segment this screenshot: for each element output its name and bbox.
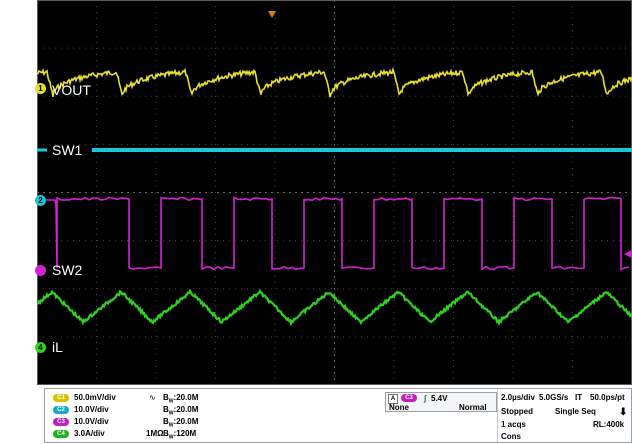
sequence-mode: Single Seq bbox=[555, 407, 596, 416]
trace-label-sw2: SW2 bbox=[52, 262, 83, 278]
channel-row-c1[interactable]: C1 50.0mV/div bbox=[53, 392, 116, 403]
trigger-level: 5.4V bbox=[431, 394, 448, 403]
channel-3-marker[interactable] bbox=[35, 265, 46, 276]
channel-scale-c1: 50.0mV/div bbox=[74, 393, 116, 402]
channel-row-c4[interactable]: C4 3.0A/div bbox=[53, 428, 105, 439]
trigger-source-badge: C3 bbox=[401, 394, 417, 402]
rising-edge-icon: ∫ bbox=[424, 394, 427, 403]
channel-4-marker[interactable]: 4 bbox=[35, 342, 46, 353]
status-divider bbox=[497, 389, 498, 442]
bandwidth-c4: BW:120M bbox=[163, 429, 197, 441]
channel-2-marker[interactable]: 2 bbox=[35, 195, 46, 206]
trigger-badge: A bbox=[388, 394, 398, 404]
timebase-scale: 2.0µs/div bbox=[501, 393, 535, 402]
status-bar: C1 50.0mV/div C2 10.0V/div C3 10.0V/div C4 3… bbox=[44, 388, 632, 443]
bandwidth-c1: BW:20.0M bbox=[163, 393, 199, 405]
trigger-position-icon bbox=[268, 11, 276, 18]
acq-state: Stopped bbox=[501, 407, 533, 416]
trigger-panel[interactable]: A C3 ∫ 5.4V None Normal bbox=[385, 392, 497, 412]
time-resolution: 50.0ps/pt bbox=[590, 393, 625, 402]
channel-1-marker[interactable]: 1 bbox=[35, 83, 46, 94]
trace-label-vout: VOUT bbox=[52, 82, 91, 98]
channel-badge-c4: C4 bbox=[53, 429, 69, 438]
channel-scale-c4: 3.0A/div bbox=[74, 429, 105, 438]
channel-row-c2[interactable]: C2 10.0V/div bbox=[53, 404, 109, 415]
channel-coupling-c4: 1MΩ bbox=[146, 429, 164, 438]
acq-mode: IT bbox=[575, 393, 583, 402]
channel-scale-c3: 10.0V/div bbox=[74, 417, 109, 426]
trace-label-il: iL bbox=[52, 339, 63, 355]
channel-scale-c2: 10.0V/div bbox=[74, 405, 109, 414]
run-arrow-icon: ⬇ bbox=[619, 407, 628, 418]
cons-label: Cons bbox=[501, 432, 521, 441]
channel-badge-c2: C2 bbox=[53, 405, 69, 414]
trace-vout bbox=[37, 66, 632, 98]
bandwidth-c3: BW:20.0M bbox=[163, 417, 199, 429]
channel-row-c3[interactable]: C3 10.0V/div bbox=[53, 416, 109, 427]
trace-label-sw1: SW1 bbox=[52, 142, 83, 158]
sample-rate: 5.0GS/s bbox=[539, 393, 569, 402]
waveform-display bbox=[37, 0, 632, 385]
channel-badge-c1: C1 bbox=[53, 393, 69, 402]
channel-badge-c3: C3 bbox=[53, 417, 69, 426]
trigger-type: Normal bbox=[459, 403, 487, 412]
trace-il bbox=[37, 288, 632, 327]
bandwidth-c2: BW:20.0M bbox=[163, 405, 199, 417]
ac-coupling-icon: ∿ bbox=[149, 393, 156, 402]
trigger-mode: None bbox=[389, 403, 409, 412]
record-length: RL:400k bbox=[593, 420, 625, 429]
trace-sw2 bbox=[37, 196, 630, 271]
acq-count: 1 acqs bbox=[501, 420, 526, 429]
graticule bbox=[37, 0, 632, 385]
trigger-level-icon bbox=[624, 250, 632, 258]
